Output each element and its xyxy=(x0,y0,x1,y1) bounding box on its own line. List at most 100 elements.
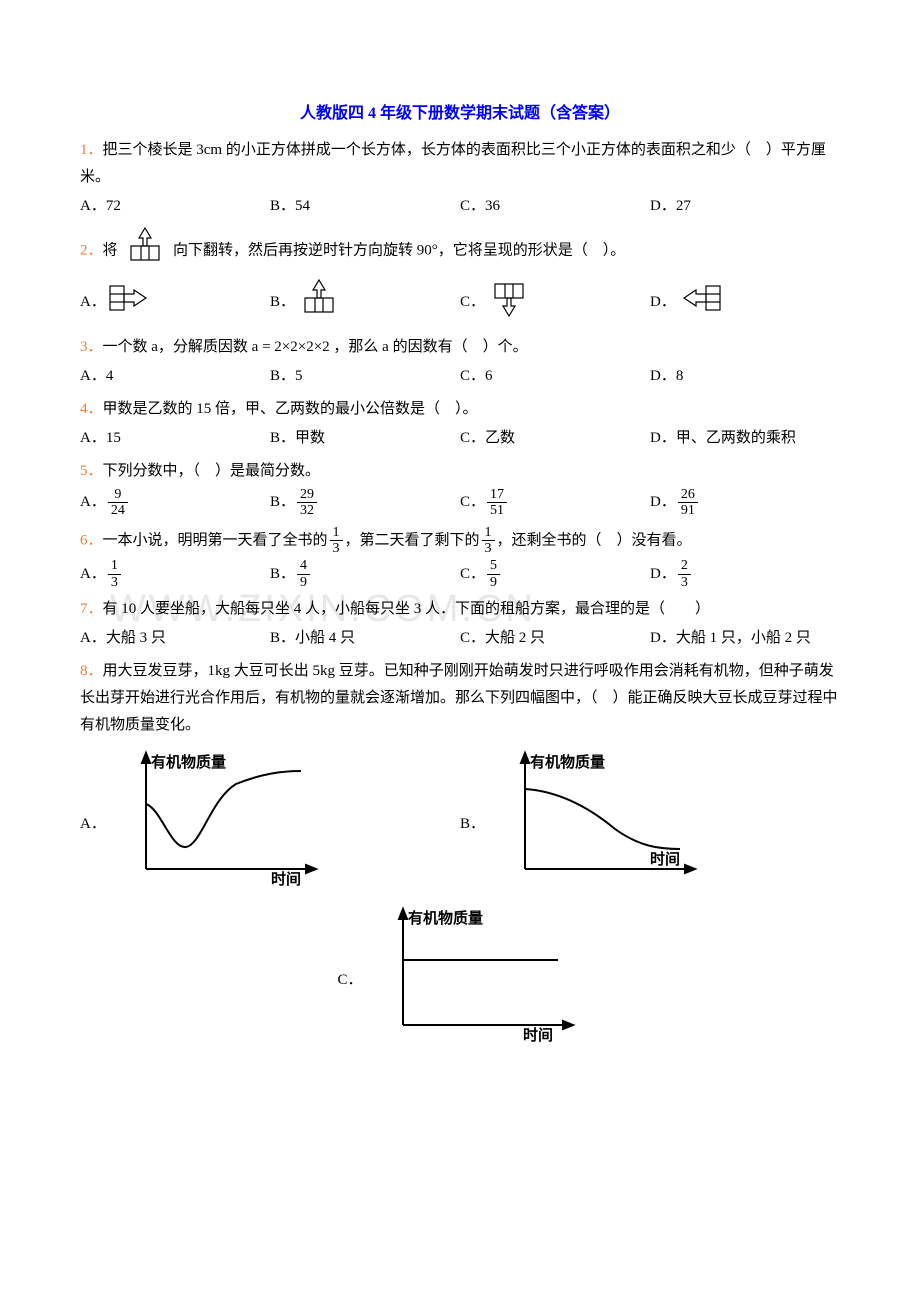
chart-a-icon: 有机物质量 时间 xyxy=(116,749,326,899)
question-text-post: 向下翻转，然后再按逆时针方向旋转 90°，它将呈现的形状是（ ）。 xyxy=(173,242,625,258)
option-d: D． 23 xyxy=(650,558,840,590)
option-b: B． 2932 xyxy=(270,487,460,519)
option-label: D． xyxy=(650,289,676,316)
question-text: 把三个棱长是 3cm 的小正方体拼成一个长方体，长方体的表面积比三个小正方体的表… xyxy=(80,142,826,185)
question-text-pre: 将 xyxy=(103,242,118,258)
option-label: B． xyxy=(270,489,295,516)
shape-b-icon xyxy=(295,278,343,328)
question-7: 7．有 10 人要坐船，大船每只坐 4 人，小船每只坐 3 人．下面的租船方案，… xyxy=(80,596,840,652)
fraction-icon: 13 xyxy=(330,525,343,557)
chart-x-label: 时间 xyxy=(271,870,301,888)
options-row: A． 924 B． 2932 C． 1751 D． 2691 xyxy=(80,487,840,519)
fraction-icon: 1751 xyxy=(487,487,507,519)
question-text: 甲数是乙数的 15 倍，甲、乙两数的最小公倍数是（ ）。 xyxy=(103,401,478,417)
option-d: D．大船 1 只，小船 2 只 xyxy=(650,625,840,652)
chart-row-ab: A． 有机物质量 时间 B xyxy=(80,749,840,899)
question-2: 2．将 向下翻转，然后再按逆时针方向旋转 90°，它将呈现的形状是（ ）。 A． xyxy=(80,226,840,328)
fraction-icon: 13 xyxy=(108,558,121,590)
shape-d-icon xyxy=(676,278,724,328)
option-label: C． xyxy=(460,561,485,588)
option-d: D． xyxy=(650,278,840,328)
option-label: B． xyxy=(270,561,295,588)
chart-x-label: 时间 xyxy=(523,1026,553,1044)
option-c: C．乙数 xyxy=(460,425,650,452)
question-1: 1．把三个棱长是 3cm 的小正方体拼成一个长方体，长方体的表面积比三个小正方体… xyxy=(80,137,840,220)
option-a: A．4 xyxy=(80,363,270,390)
chart-y-label: 有机物质量 xyxy=(530,753,605,771)
question-text-post: ，还剩全书的（ ）没有看。 xyxy=(497,532,692,548)
options-row: A．4 B．5 C．6 D．8 xyxy=(80,363,840,390)
question-3: 3．一个数 a，分解质因数 a = 2×2×2×2 ，那么 a 的因数有（ ）个… xyxy=(80,334,840,390)
option-d: D． 2691 xyxy=(650,487,840,519)
question-number: 7． xyxy=(80,601,103,617)
option-label: A． xyxy=(80,561,106,588)
option-b: B．5 xyxy=(270,363,460,390)
option-label: B． xyxy=(460,811,485,838)
question-number: 8． xyxy=(80,663,103,679)
option-label: D． xyxy=(650,561,676,588)
option-a: A．15 xyxy=(80,425,270,452)
question-number: 5． xyxy=(80,463,103,479)
option-a: A． xyxy=(80,278,270,328)
option-label: A． xyxy=(80,289,106,316)
options-row: A． B． xyxy=(80,278,840,328)
option-label: A． xyxy=(80,811,106,838)
option-b: B．小船 4 只 xyxy=(270,625,460,652)
option-d: D．8 xyxy=(650,363,840,390)
page-title: 人教版四 4 年级下册数学期末试题（含答案） xyxy=(80,100,840,129)
option-d: D．甲、乙两数的乘积 xyxy=(650,425,840,452)
question-4: 4．甲数是乙数的 15 倍，甲、乙两数的最小公倍数是（ ）。 A．15 B．甲数… xyxy=(80,396,840,452)
question-number: 2． xyxy=(80,242,103,258)
option-a: A．72 xyxy=(80,193,270,220)
question-text: 下列分数中，（ ）是最简分数。 xyxy=(103,463,321,479)
fraction-icon: 13 xyxy=(482,525,495,557)
option-c: C． 1751 xyxy=(460,487,650,519)
option-d: D．27 xyxy=(650,193,840,220)
fraction-icon: 49 xyxy=(297,558,310,590)
question-text-mid: ，第二天看了剩下的 xyxy=(345,532,480,548)
option-c: C． 59 xyxy=(460,558,650,590)
option-b: B． 有机物质量 时间 xyxy=(460,749,840,899)
chart-c-icon: 有机物质量 时间 xyxy=(373,905,583,1055)
options-row: A．72 B．54 C．36 D．27 xyxy=(80,193,840,220)
option-c: C．大船 2 只 xyxy=(460,625,650,652)
option-label: B． xyxy=(270,289,295,316)
option-c: C．36 xyxy=(460,193,650,220)
question-number: 3． xyxy=(80,339,103,355)
option-label: A． xyxy=(80,489,106,516)
question-6: WWW.ZIXIN.COM.CN 6．一本小说，明明第一天看了全书的13，第二天… xyxy=(80,525,840,591)
fraction-icon: 23 xyxy=(678,558,691,590)
chart-x-label: 时间 xyxy=(650,850,680,868)
options-row: A．15 B．甲数 C．乙数 D．甲、乙两数的乘积 xyxy=(80,425,840,452)
question-text: 一个数 a，分解质因数 a = 2×2×2×2 ，那么 a 的因数有（ ）个。 xyxy=(103,339,528,355)
option-b: B．54 xyxy=(270,193,460,220)
shape-a-icon xyxy=(106,278,154,328)
option-a: A． 13 xyxy=(80,558,270,590)
question-text: 有 10 人要坐船，大船每只坐 4 人，小船每只坐 3 人．下面的租船方案，最合… xyxy=(103,601,711,617)
chart-b-icon: 有机物质量 时间 xyxy=(495,749,705,899)
option-c: C．6 xyxy=(460,363,650,390)
shape-original-icon xyxy=(121,226,169,276)
option-b: B．甲数 xyxy=(270,425,460,452)
options-row: A． 13 B． 49 C． 59 D． 23 xyxy=(80,558,840,590)
option-label: C． xyxy=(460,289,485,316)
question-number: 4． xyxy=(80,401,103,417)
option-a: A． 有机物质量 时间 xyxy=(80,749,460,899)
fraction-icon: 2932 xyxy=(297,487,317,519)
question-5: 5．下列分数中，（ ）是最简分数。 A． 924 B． 2932 C． 1751… xyxy=(80,458,840,519)
question-text: 用大豆发豆芽，1kg 大豆可长出 5kg 豆芽。已知种子刚刚开始萌发时只进行呼吸… xyxy=(80,663,838,733)
option-c: C． xyxy=(460,278,650,328)
option-a: A．大船 3 只 xyxy=(80,625,270,652)
shape-c-icon xyxy=(485,278,533,328)
option-label: D． xyxy=(650,489,676,516)
question-8: 8．用大豆发豆芽，1kg 大豆可长出 5kg 豆芽。已知种子刚刚开始萌发时只进行… xyxy=(80,658,840,1055)
fraction-icon: 59 xyxy=(487,558,500,590)
option-label: C． xyxy=(460,489,485,516)
options-row: A．大船 3 只 B．小船 4 只 C．大船 2 只 D．大船 1 只，小船 2… xyxy=(80,625,840,652)
option-a: A． 924 xyxy=(80,487,270,519)
fraction-icon: 2691 xyxy=(678,487,698,519)
option-c: C． 有机物质量 时间 xyxy=(337,905,582,1055)
question-text-pre: 一本小说，明明第一天看了全书的 xyxy=(103,532,328,548)
question-number: 6． xyxy=(80,532,103,548)
chart-y-label: 有机物质量 xyxy=(408,909,483,927)
